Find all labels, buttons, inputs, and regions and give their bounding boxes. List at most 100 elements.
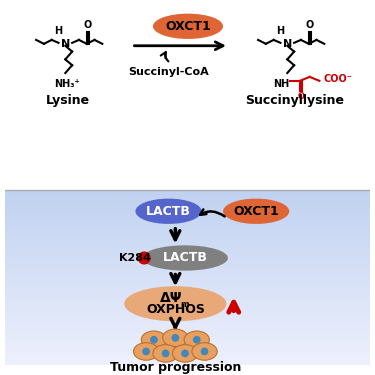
Bar — [5, 224, 370, 225]
Bar — [5, 308, 370, 310]
Bar — [5, 332, 370, 333]
Circle shape — [181, 350, 189, 357]
Bar — [5, 289, 370, 291]
Bar — [5, 266, 370, 267]
Bar — [5, 349, 370, 351]
Bar — [5, 286, 370, 288]
Bar — [5, 276, 370, 278]
Bar — [5, 260, 370, 261]
Bar — [5, 207, 370, 209]
Ellipse shape — [153, 345, 178, 362]
Bar — [5, 206, 370, 207]
Bar — [5, 274, 370, 276]
Text: NH₃⁺: NH₃⁺ — [54, 79, 80, 89]
Bar — [5, 235, 370, 237]
Bar — [5, 228, 370, 229]
Ellipse shape — [192, 343, 217, 360]
Bar — [5, 295, 370, 297]
Bar — [5, 214, 370, 216]
Bar — [5, 280, 370, 282]
Bar — [5, 328, 370, 330]
Bar — [5, 209, 370, 210]
Bar — [5, 294, 370, 295]
Bar — [5, 345, 370, 346]
Bar — [5, 288, 370, 289]
Bar — [5, 255, 370, 257]
Bar — [5, 213, 370, 214]
Text: Succinyllysine: Succinyllysine — [246, 94, 345, 107]
Bar — [5, 199, 370, 200]
Ellipse shape — [163, 329, 188, 346]
Bar — [5, 245, 370, 247]
Bar — [5, 297, 370, 298]
Bar — [5, 251, 370, 253]
Bar — [5, 298, 370, 299]
Bar — [5, 342, 370, 343]
Bar — [5, 201, 370, 203]
Bar — [5, 238, 370, 240]
Bar — [5, 310, 370, 311]
Bar — [5, 191, 370, 193]
Bar — [5, 270, 370, 272]
Bar — [5, 237, 370, 238]
Bar — [5, 273, 370, 274]
Bar — [5, 355, 370, 356]
Text: LACTB: LACTB — [146, 205, 191, 218]
Bar — [5, 299, 370, 301]
Bar — [5, 231, 370, 232]
Bar — [5, 267, 370, 269]
Bar — [5, 327, 370, 328]
Circle shape — [193, 336, 201, 344]
Bar — [5, 196, 370, 197]
Circle shape — [201, 348, 208, 355]
Bar — [5, 226, 370, 228]
Bar — [5, 253, 370, 254]
Text: H: H — [276, 26, 285, 36]
Bar — [5, 0, 370, 190]
Ellipse shape — [153, 13, 223, 39]
Bar — [5, 194, 370, 196]
Bar — [5, 258, 370, 260]
Bar — [5, 352, 370, 353]
Bar — [5, 330, 370, 332]
Text: O: O — [84, 20, 92, 30]
Ellipse shape — [124, 286, 226, 321]
Bar — [5, 197, 370, 199]
Bar — [5, 343, 370, 345]
Bar — [5, 232, 370, 234]
Text: OXCT1: OXCT1 — [165, 20, 211, 33]
Bar — [5, 220, 370, 222]
Bar — [5, 272, 370, 273]
Bar — [5, 305, 370, 307]
Bar — [5, 338, 370, 339]
Bar — [5, 320, 370, 321]
Bar — [5, 217, 370, 219]
Ellipse shape — [223, 199, 289, 224]
Bar — [5, 348, 370, 349]
Bar — [5, 279, 370, 280]
Text: Tumor progression: Tumor progression — [110, 361, 241, 374]
Bar — [5, 222, 370, 224]
Bar — [5, 336, 370, 338]
Bar — [5, 323, 370, 324]
Bar — [5, 346, 370, 348]
Bar — [5, 283, 370, 285]
Bar — [5, 302, 370, 304]
Bar — [5, 304, 370, 305]
Bar — [5, 200, 370, 201]
Bar — [5, 229, 370, 231]
Bar — [5, 282, 370, 283]
Bar — [5, 241, 370, 242]
Bar — [5, 311, 370, 312]
Text: H: H — [54, 26, 63, 36]
Bar — [5, 312, 370, 314]
Bar — [5, 317, 370, 318]
Text: m: m — [180, 300, 189, 309]
Circle shape — [138, 252, 150, 264]
Bar — [5, 225, 370, 226]
Bar — [5, 364, 370, 365]
Bar — [5, 359, 370, 361]
Bar — [5, 333, 370, 334]
Bar — [5, 361, 370, 362]
Bar — [5, 340, 370, 342]
